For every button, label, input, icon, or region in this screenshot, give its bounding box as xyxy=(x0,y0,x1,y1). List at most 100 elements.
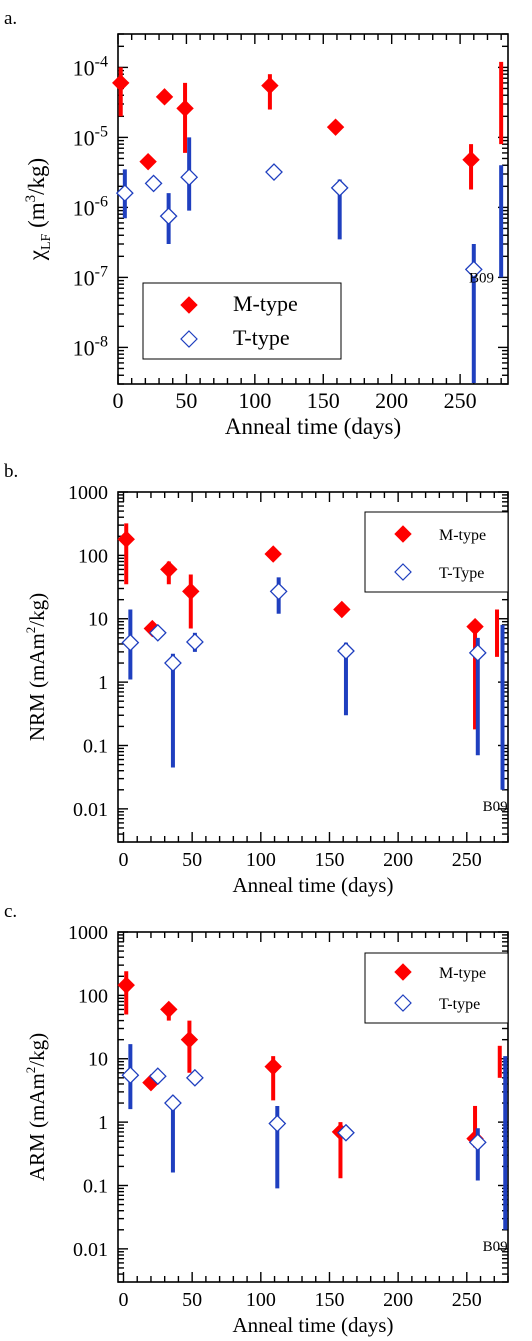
legend-marker-m-type xyxy=(394,963,412,981)
x-tick-label: 50 xyxy=(182,1289,202,1311)
data-point xyxy=(144,174,163,193)
y-tick-label: 0.1 xyxy=(83,1175,108,1197)
y-axis-title-end: /kg) xyxy=(25,593,49,627)
legend-marker-m-type xyxy=(180,296,198,314)
x-tick-label: 100 xyxy=(238,388,271,413)
annotation-label: B09 xyxy=(483,1239,508,1255)
x-axis-title: Anneal time (days) xyxy=(225,414,401,439)
data-point xyxy=(337,1123,355,1142)
y-tick-label: 10-8 xyxy=(73,333,108,360)
data-point xyxy=(182,582,200,601)
data-point xyxy=(159,207,178,226)
legend-label: T-Type xyxy=(439,565,484,582)
data-point xyxy=(115,184,134,203)
x-tick-label: 150 xyxy=(314,1289,344,1311)
data-point xyxy=(148,623,167,642)
data-point xyxy=(180,1030,199,1049)
annotation-label: B09 xyxy=(469,270,494,286)
legend-label: T-type xyxy=(233,325,290,350)
x-tick-label: 0 xyxy=(113,388,124,413)
y-axis-title-superscript: 2 xyxy=(23,1067,38,1074)
data-point xyxy=(185,1068,204,1087)
y-axis-title-end: /kg) xyxy=(24,158,49,195)
data-point xyxy=(261,76,279,95)
y-tick-label: 1 xyxy=(98,1112,108,1134)
y-axis-title-subscript: LF xyxy=(39,233,54,250)
y-axis-title-main: χ xyxy=(24,249,49,261)
data-point xyxy=(117,976,135,994)
data-point xyxy=(164,1094,182,1112)
data-point xyxy=(121,633,140,652)
annotation-label: B09 xyxy=(483,799,508,815)
legend-box xyxy=(364,511,509,593)
y-tick-label: 1000 xyxy=(68,482,108,504)
y-tick-exponent: -6 xyxy=(95,193,108,210)
series-t-type xyxy=(121,577,505,790)
legend-marker-t-type xyxy=(394,994,412,1012)
x-tick-label: 50 xyxy=(182,849,202,871)
data-point xyxy=(466,617,484,636)
legend-marker-m-type xyxy=(394,525,412,543)
x-tick-label: 150 xyxy=(307,388,340,413)
y-axis-title: χLF (m3/kg) xyxy=(23,158,54,261)
x-axis-title: Anneal time (days) xyxy=(233,873,394,897)
y-axis-title: NRM (mAm2/kg) xyxy=(23,593,49,741)
x-tick-label: 150 xyxy=(314,849,344,871)
data-point xyxy=(326,118,345,136)
data-point xyxy=(264,545,282,563)
data-point xyxy=(333,600,351,619)
data-point xyxy=(180,168,199,187)
y-tick-base: 10 xyxy=(73,335,95,360)
y-tick-label: 10-6 xyxy=(73,193,108,220)
x-tick-label: 50 xyxy=(175,388,197,413)
x-tick-label: 0 xyxy=(118,849,128,871)
data-point xyxy=(264,1057,282,1076)
y-tick-exponent: -7 xyxy=(95,263,108,280)
x-axis-title: Anneal time (days) xyxy=(233,1313,394,1337)
data-point xyxy=(337,642,355,660)
y-axis-title-main: ARM (mAm xyxy=(25,1073,49,1181)
plot-frame xyxy=(117,931,509,1283)
y-tick-label: 10 xyxy=(88,609,108,631)
legend: M-type T-type xyxy=(364,952,509,1024)
data-point xyxy=(268,1114,287,1133)
legend: M-type T-Type xyxy=(364,511,509,593)
y-tick-exponent: -5 xyxy=(95,123,108,140)
y-axis-title-tail: (m xyxy=(24,202,49,233)
legend: M-type T-type xyxy=(142,282,342,360)
y-tick-exponent: -8 xyxy=(95,333,108,350)
x-tick-label: 100 xyxy=(246,849,276,871)
data-point xyxy=(468,643,487,662)
plot-frame xyxy=(117,33,509,385)
panel-b: b. 0 50 100 150 200 250 Anneal time (days) 0.01 0… xyxy=(4,461,509,897)
y-tick-label: 100 xyxy=(78,545,108,567)
x-tick-label: 200 xyxy=(383,849,413,871)
legend-label: M-type xyxy=(439,527,486,544)
x-tick-label: 100 xyxy=(246,1289,276,1311)
x-tick-label: 250 xyxy=(452,849,482,871)
x-tick-label: 0 xyxy=(118,1289,128,1311)
data-point xyxy=(160,1000,178,1019)
legend-label: T-type xyxy=(439,996,480,1013)
x-tick-label: 200 xyxy=(383,1289,413,1311)
data-point xyxy=(112,74,130,92)
data-point xyxy=(164,654,182,672)
data-point xyxy=(148,1067,167,1086)
y-tick-label: 0.01 xyxy=(73,799,108,821)
data-point xyxy=(464,260,483,279)
series-t-type xyxy=(115,137,504,383)
panel-label: b. xyxy=(4,461,18,482)
data-point xyxy=(269,582,288,601)
legend-box xyxy=(142,282,342,360)
y-axis-title-end: /kg) xyxy=(25,1033,49,1067)
y-tick-base: 10 xyxy=(73,55,95,80)
panel-label: c. xyxy=(4,901,17,922)
y-tick-label: 10-4 xyxy=(73,53,108,80)
legend-box xyxy=(364,952,509,1024)
y-tick-base: 10 xyxy=(73,195,95,220)
y-tick-label: 1000 xyxy=(68,922,108,944)
data-point xyxy=(139,152,157,171)
y-tick-label: 10-7 xyxy=(73,263,108,290)
series-m-type xyxy=(112,61,504,190)
